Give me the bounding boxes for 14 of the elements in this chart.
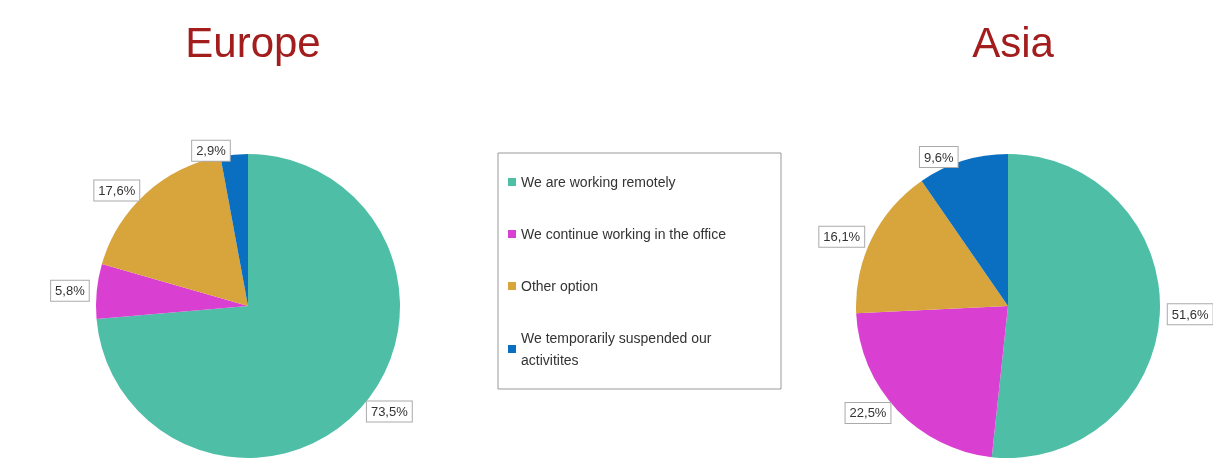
legend-label: We continue working in the office <box>521 226 727 242</box>
legend-label: We temporarily suspended our activitites <box>521 330 716 368</box>
legend-label: We are working remotely <box>521 174 676 190</box>
data-label: 5,8% <box>55 283 86 299</box>
chart-title: Europe <box>185 18 321 66</box>
data-label: 73,5% <box>370 404 409 420</box>
data-label: 17,6% <box>98 182 136 198</box>
data-label: 22,5% <box>849 405 887 421</box>
data-label: 51,6% <box>1171 306 1210 322</box>
legend-label: Other option <box>521 278 599 294</box>
data-label: 9,6% <box>923 149 954 165</box>
data-label: 2,9% <box>196 143 227 159</box>
data-label: 16,1% <box>823 229 861 245</box>
chart-title: Asia <box>972 18 1055 66</box>
